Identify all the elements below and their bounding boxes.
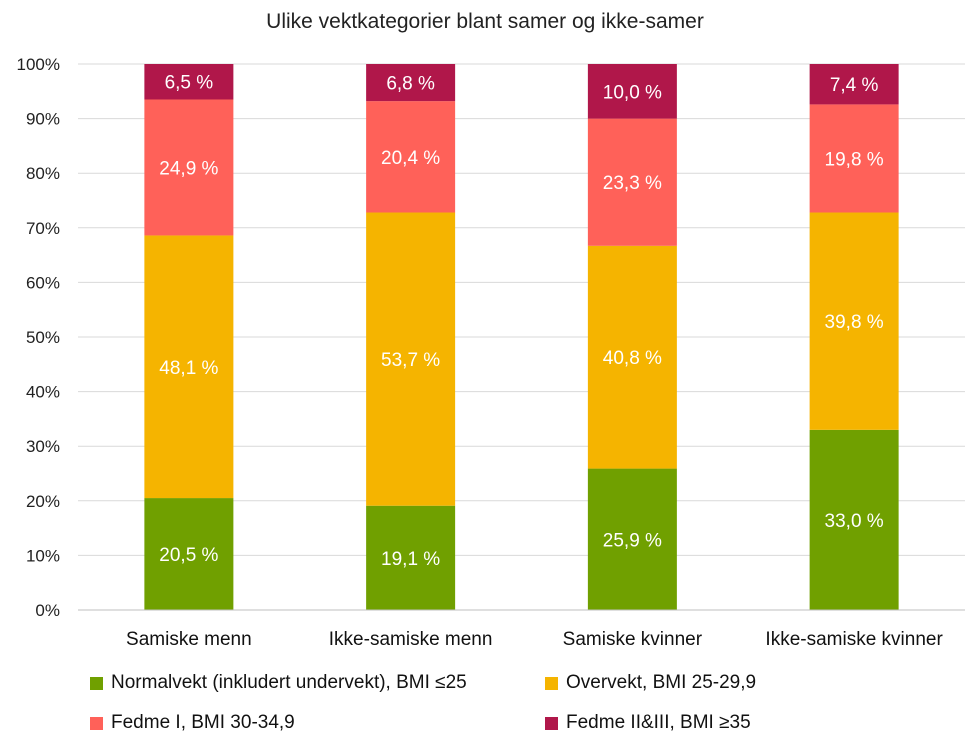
data-label: 24,9 % — [159, 158, 218, 179]
bar-segment — [587, 468, 677, 610]
bar-segment — [144, 64, 234, 100]
bar-segment — [809, 212, 899, 430]
data-label: 39,8 % — [825, 312, 884, 333]
y-tick-label: 50% — [26, 328, 60, 347]
data-label: 20,5 % — [159, 545, 218, 566]
data-label: 40,8 % — [603, 348, 662, 369]
data-label: 19,8 % — [825, 149, 884, 170]
y-tick-label: 90% — [26, 110, 60, 129]
legend-swatch — [90, 676, 103, 690]
y-tick-label: 0% — [35, 601, 60, 620]
bar-segment — [366, 505, 456, 610]
legend-item-overvekt: Overvekt, BMI 25-29,9 — [545, 672, 756, 694]
y-tick-label: 40% — [26, 383, 60, 402]
bar-segment — [366, 101, 456, 213]
data-label: 6,5 % — [165, 73, 214, 94]
data-label: 7,4 % — [830, 75, 879, 96]
legend-label: Fedme I, BMI 30-34,9 — [111, 712, 295, 733]
legend-item-fedme-ii-iii: Fedme II&III, BMI ≥35 — [545, 712, 751, 734]
bar-segment — [809, 104, 899, 213]
y-tick-label: 60% — [26, 273, 60, 292]
y-tick-label: 80% — [26, 164, 60, 183]
bar-segment — [366, 64, 456, 102]
stacked-bar-chart: 0% 10% 20% 30% 40% 50% 60% 70% 80% 90% 100% 20,5 % 4… — [17, 55, 965, 650]
bar-segment — [809, 429, 899, 610]
legend-swatch — [545, 716, 558, 730]
data-label: 6,8 % — [386, 74, 435, 95]
bar-segment — [144, 498, 234, 610]
data-label: 25,9 % — [603, 530, 662, 551]
chart-title: Ulike vektkategorier blant samer og ikke… — [266, 10, 704, 33]
y-tick-label: 100% — [17, 55, 60, 74]
data-label: 20,4 % — [381, 148, 440, 169]
legend-label: Overvekt, BMI 25-29,9 — [566, 672, 757, 693]
legend-label: Fedme II&III, BMI ≥35 — [566, 712, 751, 733]
data-label: 23,3 % — [603, 173, 662, 194]
bar-segment — [144, 235, 234, 499]
bar-segment — [587, 245, 677, 469]
data-label: 19,1 % — [381, 549, 440, 570]
x-tick-label: Samiske menn — [126, 629, 252, 650]
y-tick-label: 70% — [26, 219, 60, 238]
legend-item-fedme-i: Fedme I, BMI 30-34,9 — [90, 712, 295, 734]
data-label: 10,0 % — [603, 82, 662, 103]
legend: Normalvekt (inkludert undervekt), BMI ≤2… — [0, 664, 970, 744]
data-label: 33,0 % — [825, 511, 884, 532]
legend-item-normalvekt: Normalvekt (inkludert undervekt), BMI ≤2… — [90, 672, 467, 694]
data-label: 53,7 % — [381, 350, 440, 371]
legend-swatch — [545, 676, 558, 690]
bar-segment — [366, 212, 456, 506]
x-tick-label: Ikke-samiske kvinner — [765, 629, 943, 650]
x-tick-label: Ikke-samiske menn — [329, 629, 493, 650]
data-label: 48,1 % — [159, 358, 218, 379]
y-tick-label: 20% — [26, 492, 60, 511]
bar-segment — [809, 64, 899, 105]
bar-segment — [144, 99, 234, 236]
legend-swatch — [90, 716, 103, 730]
y-tick-label: 30% — [26, 437, 60, 456]
legend-label: Normalvekt (inkludert undervekt), BMI ≤2… — [111, 672, 467, 693]
bar-segment — [587, 118, 677, 246]
y-tick-label: 10% — [26, 546, 60, 565]
x-tick-label: Samiske kvinner — [563, 629, 703, 650]
bar-segment — [587, 64, 677, 119]
